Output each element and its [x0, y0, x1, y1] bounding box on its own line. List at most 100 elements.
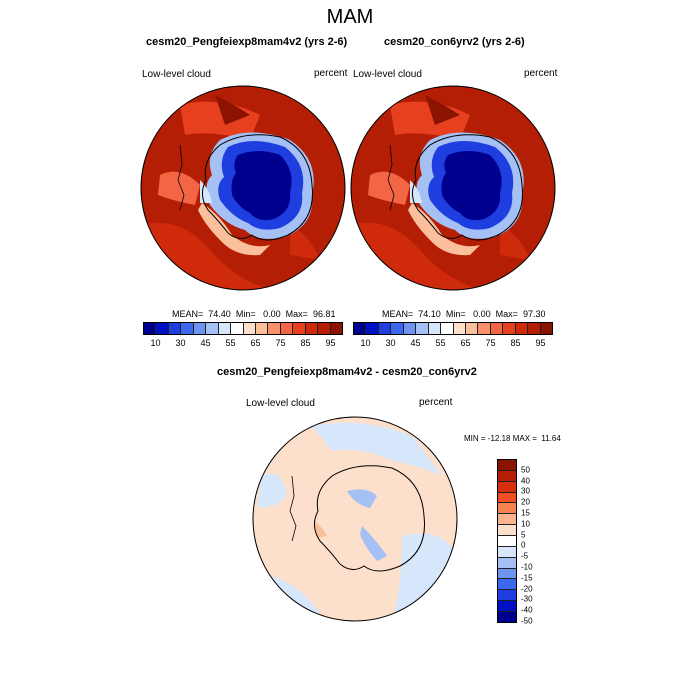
figure-title: MAM [326, 6, 374, 28]
left-stats: MEAN= 74.40 Min= 0.00 Max= 96.81 [172, 309, 336, 319]
colorbar-swatch [498, 525, 516, 537]
diff-panel-title: cesm20_Pengfeiexp8mam4v2 - cesm20_con6yr… [217, 366, 477, 378]
colorbar-tick-label: 30 [175, 338, 186, 348]
colorbar-swatch [498, 492, 516, 504]
colorbar-swatch [453, 323, 466, 334]
right-polar-map [350, 85, 556, 291]
colorbar-swatch [330, 323, 342, 334]
colorbar-tick-label: 5 [521, 530, 526, 540]
colorbar-tick-label: -30 [521, 594, 533, 604]
colorbar-tick-label: 30 [385, 338, 396, 348]
colorbar-swatch [206, 323, 219, 334]
colorbar-swatch [498, 470, 516, 482]
colorbar-swatch [231, 323, 244, 334]
colorbar-tick-label: 85 [300, 338, 311, 348]
colorbar-swatch [305, 323, 319, 334]
colorbar-tick-label: 15 [521, 508, 530, 518]
left-polar-map [140, 85, 346, 291]
right-colorbar-swatches [353, 322, 553, 335]
colorbar-tick-label: 10 [360, 338, 371, 348]
colorbar-swatch [441, 323, 454, 334]
colorbar-swatch [515, 323, 529, 334]
colorbar-tick-label: 45 [200, 338, 211, 348]
colorbar-swatch [193, 323, 207, 334]
diff-colorbar: 50 40 30 20 15 10 5 0 -5 -10 -15 -20 -30 -40 -50 [497, 459, 557, 626]
left-panel-title: cesm20_Pengfeiexp8mam4v2 (yrs 2-6) [146, 36, 348, 48]
colorbar-swatch [318, 323, 331, 334]
diff-variable-label: Low-level cloud [246, 398, 315, 409]
colorbar-tick-label: 10 [150, 338, 161, 348]
diff-units-label: percent [419, 397, 453, 408]
diff-colorbar-swatches [497, 459, 517, 623]
colorbar-tick-label: 75 [485, 338, 496, 348]
colorbar-swatch [540, 323, 552, 334]
colorbar-swatch [498, 503, 516, 515]
colorbar-tick-label: -10 [521, 562, 533, 572]
colorbar-swatch [403, 323, 417, 334]
colorbar-swatch [498, 481, 516, 493]
colorbar-swatch [498, 612, 516, 622]
colorbar-tick-label: 20 [521, 497, 530, 507]
colorbar-tick-label: 75 [275, 338, 286, 348]
right-colorbar: 10 30 45 55 65 75 85 95 [353, 322, 553, 352]
colorbar-swatch [498, 568, 516, 580]
colorbar-swatch [498, 579, 516, 591]
colorbar-swatch [156, 323, 169, 334]
colorbar-swatch [218, 323, 232, 334]
left-variable-label: Low-level cloud [142, 69, 211, 80]
colorbar-tick-label: -50 [521, 616, 533, 626]
colorbar-swatch [280, 323, 294, 334]
colorbar-tick-label: 65 [250, 338, 261, 348]
colorbar-swatch [268, 323, 281, 334]
colorbar-tick-label: 95 [535, 338, 546, 348]
colorbar-swatch [391, 323, 404, 334]
right-variable-label: Low-level cloud [353, 69, 422, 80]
colorbar-swatch [498, 546, 516, 558]
colorbar-swatch [498, 514, 516, 526]
colorbar-swatch [416, 323, 429, 334]
left-units-label: percent [314, 68, 348, 79]
colorbar-swatch [498, 601, 516, 613]
colorbar-tick-label: 85 [510, 338, 521, 348]
colorbar-tick-label: -15 [521, 573, 533, 583]
colorbar-tick-label: -40 [521, 605, 533, 615]
colorbar-swatch [478, 323, 491, 334]
colorbar-swatch [490, 323, 504, 334]
diff-minmax: MIN = -12.18 MAX = 11.64 [464, 434, 561, 443]
colorbar-swatch [366, 323, 379, 334]
colorbar-tick-label: 10 [521, 519, 530, 529]
colorbar-tick-label: 0 [521, 540, 526, 550]
colorbar-tick-label: 55 [225, 338, 236, 348]
colorbar-swatch [168, 323, 182, 334]
colorbar-swatch [503, 323, 516, 334]
colorbar-swatch [498, 557, 516, 569]
colorbar-swatch [498, 590, 516, 602]
diff-polar-map [252, 416, 458, 622]
colorbar-swatch [354, 323, 367, 334]
colorbar-swatch [498, 536, 516, 547]
colorbar-swatch [465, 323, 479, 334]
colorbar-swatch [293, 323, 306, 334]
left-colorbar-swatches [143, 322, 343, 335]
colorbar-tick-label: 65 [460, 338, 471, 348]
colorbar-tick-label: 30 [521, 486, 530, 496]
colorbar-swatch [181, 323, 194, 334]
right-units-label: percent [524, 68, 558, 79]
colorbar-swatch [243, 323, 256, 334]
colorbar-swatch [528, 323, 541, 334]
right-panel-title: cesm20_con6yrv2 (yrs 2-6) [384, 36, 525, 48]
colorbar-tick-label: 45 [410, 338, 421, 348]
colorbar-tick-label: 55 [435, 338, 446, 348]
colorbar-swatch [428, 323, 442, 334]
colorbar-swatch [144, 323, 157, 334]
colorbar-swatch [378, 323, 392, 334]
colorbar-tick-label: 40 [521, 476, 530, 486]
right-stats: MEAN= 74.10 Min= 0.00 Max= 97.30 [382, 309, 546, 319]
colorbar-tick-label: 95 [325, 338, 336, 348]
colorbar-tick-label: 50 [521, 465, 530, 475]
left-colorbar: 10 30 45 55 65 75 85 95 [143, 322, 343, 352]
colorbar-swatch [255, 323, 269, 334]
colorbar-tick-label: -20 [521, 584, 533, 594]
colorbar-swatch [498, 460, 516, 471]
colorbar-tick-label: -5 [521, 551, 529, 561]
